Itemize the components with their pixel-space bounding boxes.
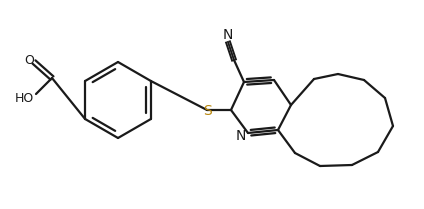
Text: S: S [203,104,212,118]
Text: N: N [236,129,246,143]
Text: O: O [24,54,34,66]
Text: N: N [223,28,233,42]
Text: HO: HO [14,92,33,104]
